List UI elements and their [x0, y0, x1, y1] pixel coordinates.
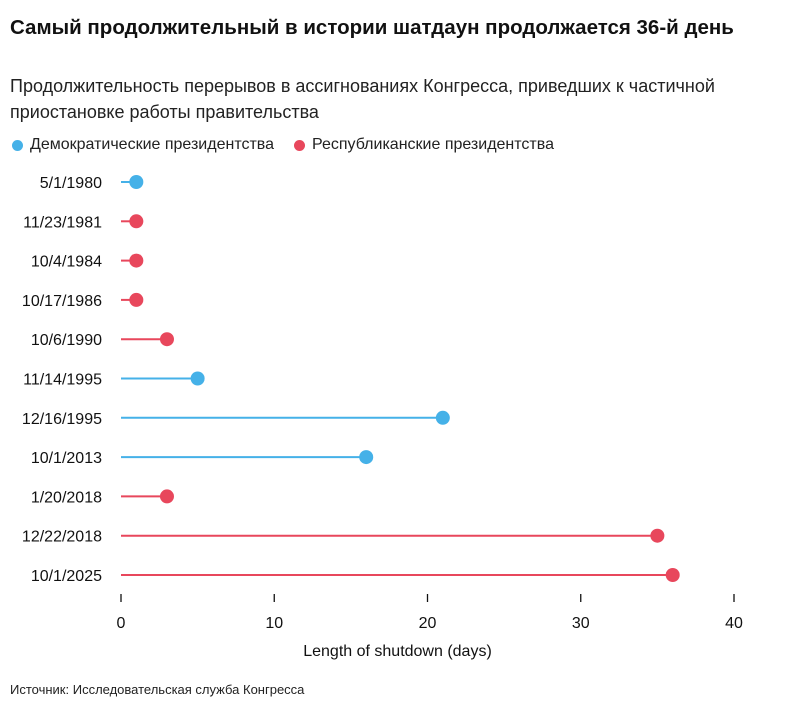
category-label: 11/14/1995: [23, 372, 102, 389]
category-label: 12/16/1995: [22, 411, 102, 428]
legend: Демократические президентства Республика…: [12, 134, 574, 156]
legend-label-republican: Республиканские президентства: [312, 136, 554, 153]
category-label: 10/17/1986: [22, 293, 102, 310]
chart-subtitle: Продолжительность перерывов в ассигнован…: [10, 76, 715, 122]
lollipop-dot: [129, 292, 144, 307]
legend-dot-democratic: [12, 139, 23, 151]
category-label: 10/1/2013: [31, 450, 102, 467]
x-tick-label: 0: [117, 615, 126, 632]
category-label: 5/1/1980: [40, 175, 102, 192]
category-label: 12/22/2018: [22, 529, 102, 546]
x-tick-label: 40: [725, 615, 743, 632]
x-tick-label: 30: [572, 615, 590, 632]
legend-item-republican: Республиканские президентства: [294, 136, 554, 154]
chart-title: Самый продолжительный в истории шатдаун …: [10, 16, 734, 39]
legend-dot-republican: [294, 139, 306, 151]
x-tick-label: 10: [265, 615, 283, 632]
category-label: 10/4/1984: [31, 254, 102, 271]
source-note: Источник: Исследовательская служба Конгр…: [10, 682, 305, 697]
lollipop-dot: [159, 489, 174, 504]
category-label: 10/1/2025: [31, 568, 102, 585]
x-tick-label: 20: [419, 615, 437, 632]
lollipop-dot: [435, 410, 450, 425]
category-label: 10/6/1990: [31, 332, 102, 349]
legend-label-democratic: Демократические президентства: [30, 136, 275, 153]
lollipop-dot: [129, 253, 144, 268]
lollipop-dot: [665, 568, 680, 582]
category-label: 11/23/1981: [23, 214, 102, 231]
lollipop-dot: [359, 450, 374, 465]
legend-item-democratic: Демократические президентства: [12, 136, 274, 154]
lollipop-dot: [129, 175, 144, 189]
lollipop-dot: [190, 371, 205, 386]
x-axis-label: Length of shutdown (days): [303, 643, 492, 660]
category-label: 1/20/2018: [31, 489, 102, 506]
lollipop-dot: [650, 528, 665, 543]
lollipop-dot: [159, 332, 174, 347]
lollipop-dot: [129, 214, 144, 229]
